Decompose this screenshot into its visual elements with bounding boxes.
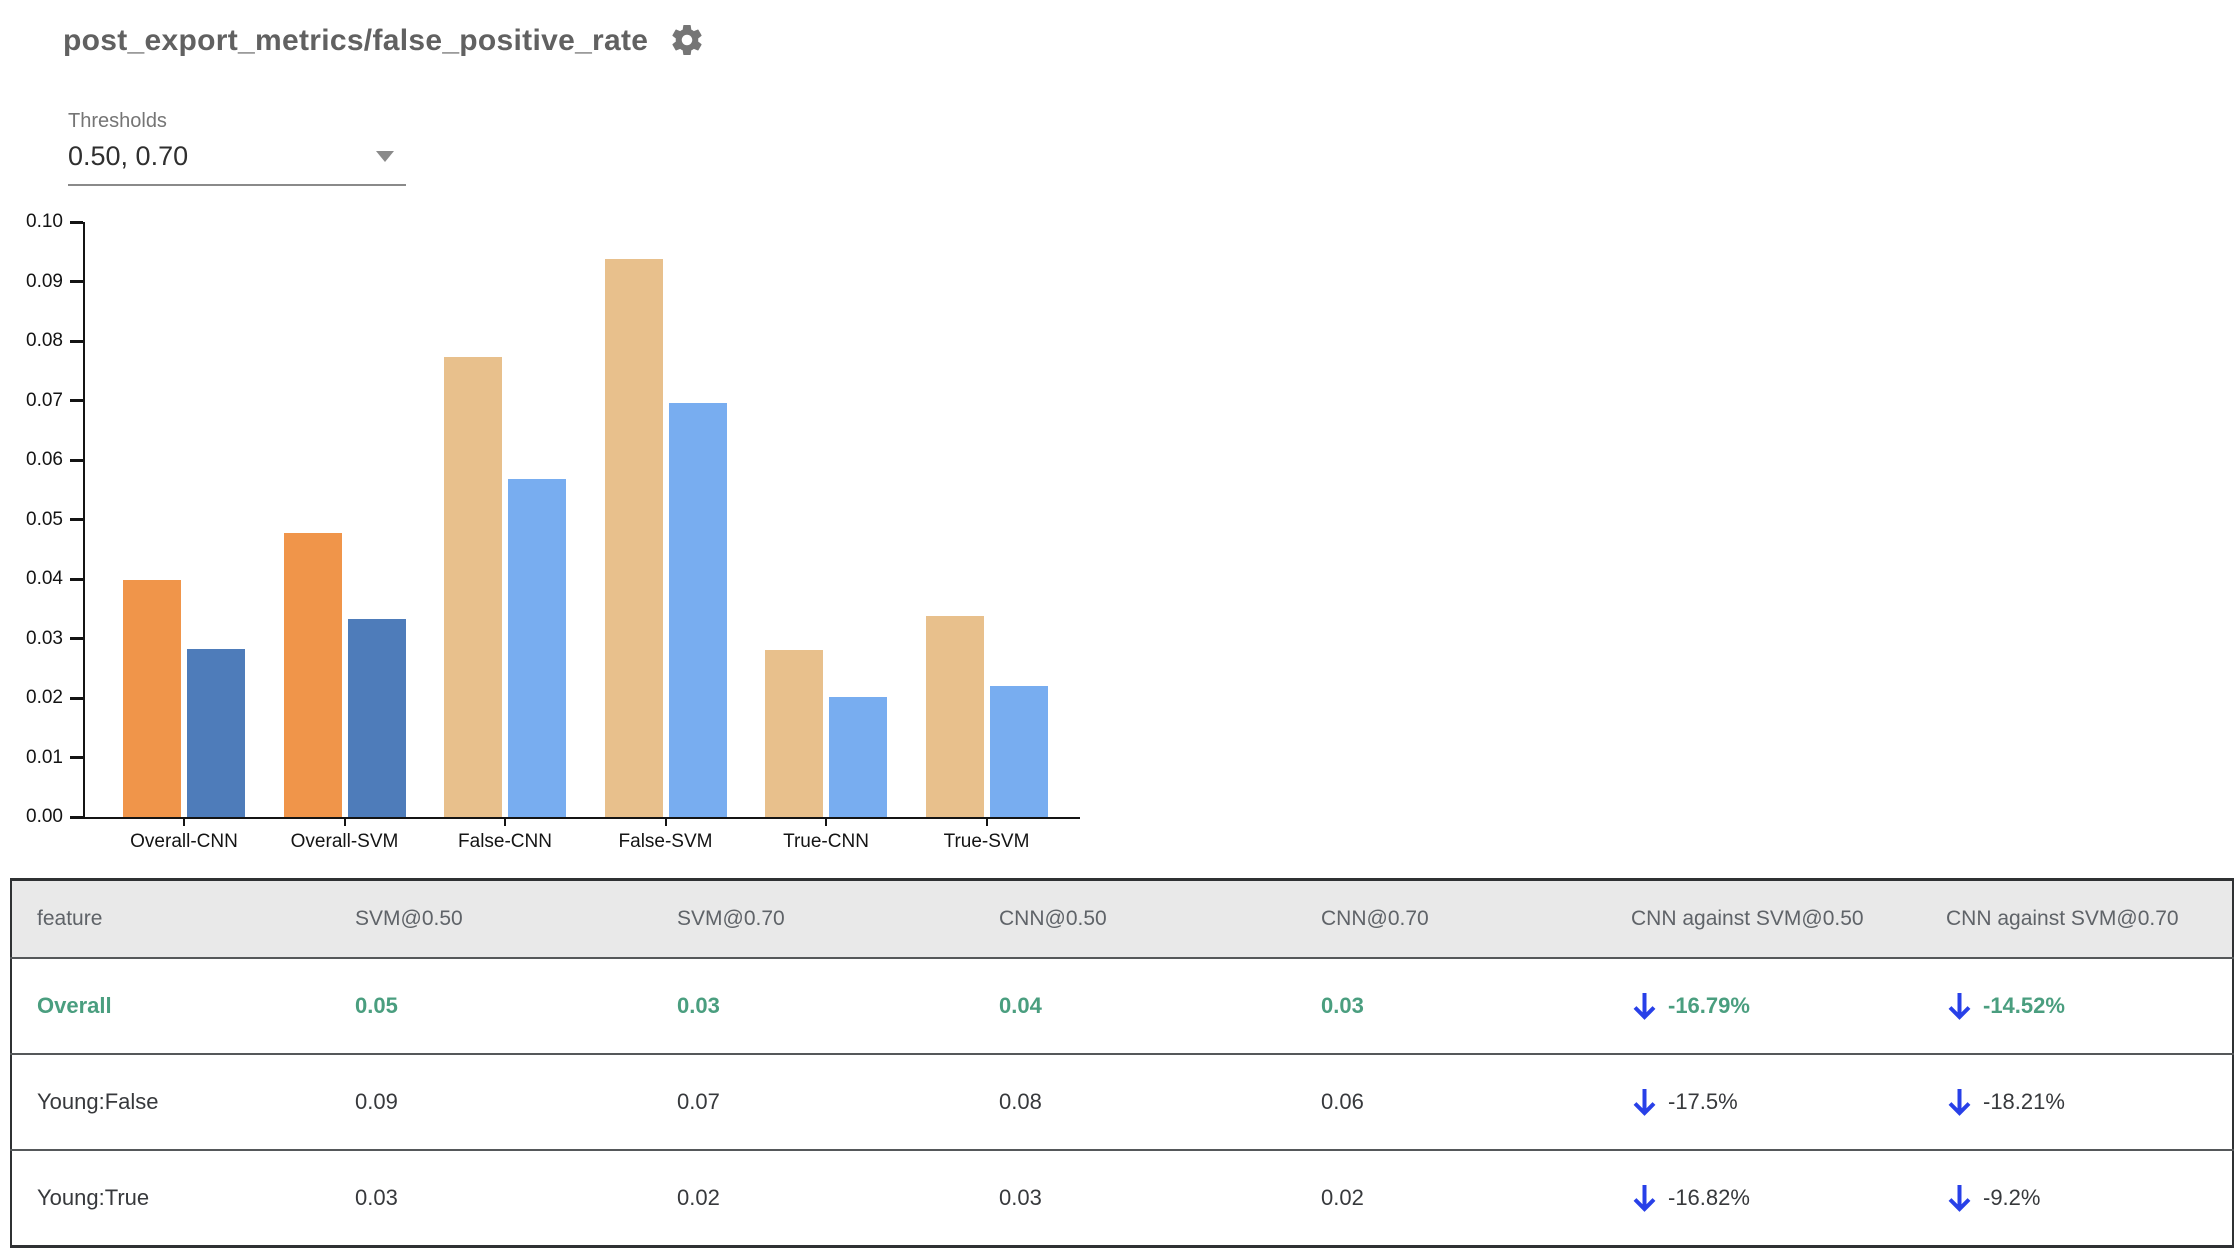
x-axis-label-False-SVM: False-SVM (618, 831, 713, 852)
metric-header: post_export_metrics/false_positive_rate (63, 22, 706, 60)
table-row-young-true[interactable]: Young:True 0.03 0.02 0.03 0.02 -16.82% -… (11, 1150, 2233, 1247)
table-row-young-false[interactable]: Young:False 0.09 0.07 0.08 0.06 -17.5% -… (11, 1054, 2233, 1151)
bar-False-CNN-t070[interactable] (508, 479, 566, 817)
y-axis-tick (70, 637, 83, 640)
bar-True-CNN-t050[interactable] (765, 650, 823, 817)
bar-Overall-CNN-t050[interactable] (123, 580, 181, 817)
thresholds-value: 0.50, 0.70 (68, 141, 189, 171)
value-cell: 0.03 (355, 1185, 398, 1210)
x-axis-tick (343, 817, 346, 826)
x-axis-label-False-CNN: False-CNN (458, 831, 552, 852)
col-header-cnn-vs-svm-050: CNN against SVM@0.50 (1606, 879, 1921, 959)
bar-Overall-CNN-t070[interactable] (187, 649, 245, 817)
x-axis-tick (985, 817, 988, 826)
y-axis-tick-label: 0.10 (26, 211, 63, 232)
value-cell: 0.09 (330, 1054, 652, 1151)
x-axis-label-Overall-CNN: Overall-CNN (130, 831, 238, 852)
value-cell: 0.08 (974, 1054, 1296, 1151)
y-axis-tick-label: 0.04 (26, 568, 63, 589)
col-header-cnn-050: CNN@0.50 (974, 879, 1296, 959)
y-axis-tick (70, 815, 83, 819)
y-axis-tick (70, 220, 83, 224)
col-header-svm-050: SVM@0.50 (330, 879, 652, 959)
x-axis-tick (664, 817, 667, 826)
bar-Overall-SVM-t050[interactable] (283, 533, 342, 817)
comparison-value: -9.2% (1983, 1185, 2041, 1210)
col-header-svm-070: SVM@0.70 (652, 879, 974, 959)
y-axis-tick-label: 0.07 (26, 389, 63, 411)
value-cell: 0.02 (677, 1185, 720, 1210)
x-axis-tick (504, 817, 506, 826)
thresholds-select[interactable]: Thresholds 0.50, 0.70 (68, 110, 406, 186)
y-axis-tick-label: 0.00 (26, 806, 63, 827)
y-axis-tick-label: 0.06 (26, 449, 63, 470)
arrow-down-icon (1633, 1184, 1656, 1212)
page-title: post_export_metrics/false_positive_rate (63, 24, 649, 57)
y-axis-tick-label: 0.01 (26, 746, 63, 768)
value-cell: 0.04 (974, 958, 1296, 1055)
x-axis-label-Overall-SVM: Overall-SVM (290, 831, 399, 852)
value-cell: 0.06 (1296, 1054, 1606, 1151)
comparison-value: -14.52% (1983, 993, 2065, 1018)
arrow-down-icon (1633, 1088, 1656, 1116)
x-axis-tick (825, 817, 827, 826)
x-axis-label-True-CNN: True-CNN (783, 831, 869, 852)
arrow-down-icon (1948, 992, 1971, 1020)
comparison-value: -16.82% (1668, 1185, 1750, 1210)
value-cell: 0.03 (652, 958, 974, 1055)
bar-True-CNN-t070[interactable] (829, 697, 887, 817)
table-row-overall[interactable]: Overall 0.05 0.03 0.04 0.03 -16.79% -14.… (11, 958, 2233, 1055)
y-axis-tick-label: 0.03 (26, 627, 63, 649)
y-axis-tick (70, 518, 83, 521)
value-cell: 0.07 (652, 1054, 974, 1151)
feature-cell: Overall (11, 958, 330, 1055)
settings-gear-button[interactable] (668, 22, 706, 60)
y-axis-tick (70, 280, 83, 283)
feature-cell: Young:False (11, 1054, 330, 1151)
arrow-down-icon (1948, 1184, 1971, 1212)
bar-True-SVM-t050[interactable] (925, 616, 984, 817)
y-axis-tick-label: 0.05 (26, 508, 63, 530)
bar-False-CNN-t050[interactable] (444, 357, 502, 817)
table-header-row: feature SVM@0.50 SVM@0.70 CNN@0.50 CNN@0… (11, 879, 2233, 959)
comparison-value: -17.5% (1668, 1089, 1738, 1114)
gear-icon (669, 22, 705, 61)
value-cell: 0.03 (1296, 958, 1606, 1055)
arrow-down-icon (1948, 1088, 1971, 1116)
y-axis-tick-label: 0.02 (26, 687, 63, 708)
bar-False-SVM-t070[interactable] (668, 403, 727, 817)
value-cell: 0.02 (1321, 1185, 1364, 1210)
col-header-cnn-070: CNN@0.70 (1296, 879, 1606, 959)
y-axis-tick (70, 399, 83, 402)
y-axis-tick-label: 0.08 (26, 330, 63, 351)
y-axis-tick (70, 339, 83, 343)
value-cell: 0.05 (330, 958, 652, 1055)
thresholds-label: Thresholds (68, 110, 167, 132)
y-axis-tick (70, 696, 83, 700)
feature-cell: Young:True (37, 1185, 150, 1210)
comparison-value: -18.21% (1983, 1089, 2065, 1114)
col-header-feature: feature (11, 879, 330, 959)
y-axis-tick (70, 458, 83, 462)
bar-Overall-SVM-t070[interactable] (347, 619, 406, 817)
y-axis-tick-label: 0.09 (26, 270, 63, 292)
x-axis-label-True-SVM: True-SVM (943, 831, 1030, 852)
bar-chart: 0.00 0.01 0.02 0.03 0.04 0.05 0.06 0.07 0.08 0.09… (26, 211, 1080, 852)
col-header-cnn-vs-svm-070: CNN against SVM@0.70 (1921, 879, 2233, 959)
metrics-table: feature SVM@0.50 SVM@0.70 CNN@0.50 CNN@0… (10, 878, 2234, 1248)
comparison-value: -16.79% (1668, 993, 1750, 1018)
x-axis-tick (183, 817, 185, 826)
y-axis-tick (70, 577, 83, 581)
y-axis-tick (70, 756, 83, 759)
value-cell: 0.03 (999, 1185, 1042, 1210)
bar-False-SVM-t050[interactable] (604, 259, 663, 817)
bar-True-SVM-t070[interactable] (989, 686, 1048, 817)
chevron-down-icon (376, 151, 394, 162)
arrow-down-icon (1633, 992, 1656, 1020)
